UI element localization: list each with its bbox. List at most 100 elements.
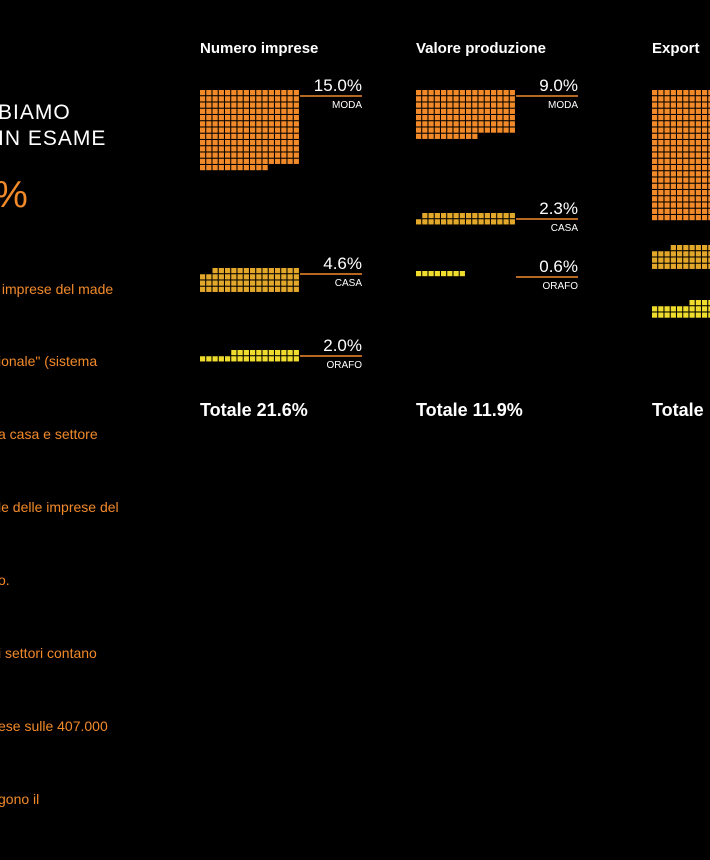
waffle-cell [218, 146, 224, 152]
waffle-cell [670, 215, 676, 221]
waffle-cell [206, 108, 212, 114]
waffle-cell [459, 90, 465, 96]
waffle-cell [231, 350, 237, 356]
waffle-cell [281, 286, 287, 292]
waffle-cell [243, 350, 249, 356]
waffle-cell [293, 140, 299, 146]
waffle-cell [695, 152, 701, 158]
waffle-cell [664, 102, 670, 108]
waffle-cell [293, 158, 299, 164]
waffle-cell [268, 127, 274, 133]
waffle-block-casa [200, 268, 299, 292]
waffle-cell [670, 146, 676, 152]
export-orafo-cells [652, 300, 710, 318]
waffle-cell [658, 306, 664, 312]
waffle-cell [281, 121, 287, 127]
waffle-cell [434, 121, 440, 127]
series-label: CASA [551, 223, 579, 234]
waffle-cell [503, 102, 509, 108]
waffle-cell [695, 171, 701, 177]
waffle-cell [689, 312, 695, 318]
waffle-cell [225, 274, 231, 280]
waffle-cell [281, 356, 287, 362]
waffle-cell [652, 208, 658, 214]
waffle-cell [218, 90, 224, 96]
intro-big-value: % [0, 174, 28, 217]
waffle-cell [484, 127, 490, 133]
waffle-cell [225, 165, 231, 171]
waffle-cell [677, 146, 683, 152]
waffle-chart: 15.0% MODA 4.6% CASA 2.0% ORAFO [200, 76, 362, 371]
waffle-cell [422, 121, 428, 127]
waffle-cell [206, 96, 212, 102]
waffle-cell [268, 158, 274, 164]
waffle-cell [243, 286, 249, 292]
waffle-cell [652, 146, 658, 152]
waffle-cell [256, 286, 262, 292]
waffle-cell [416, 121, 422, 127]
waffle-cell [683, 215, 689, 221]
waffle-cell [434, 271, 440, 277]
waffle-cell [677, 196, 683, 202]
waffle-cell [658, 257, 664, 263]
waffle-cell [658, 115, 664, 121]
waffle-cell [670, 115, 676, 121]
waffle-cell [434, 102, 440, 108]
waffle-cell [503, 219, 509, 225]
waffle-cell [287, 96, 293, 102]
waffle-cell [206, 158, 212, 164]
waffle-cell [218, 96, 224, 102]
waffle-cell [212, 108, 218, 114]
waffle-cell [225, 115, 231, 121]
waffle-cell [695, 257, 701, 263]
waffle-cell [256, 121, 262, 127]
waffle-cell [491, 213, 497, 219]
waffle-cell [689, 108, 695, 114]
waffle-cell [689, 251, 695, 257]
waffle-cell [287, 158, 293, 164]
waffle-cell [689, 133, 695, 139]
waffle-cell [677, 215, 683, 221]
intro-heading-line: BIAMO [0, 101, 71, 124]
waffle-cell [212, 133, 218, 139]
waffle-cell [206, 165, 212, 171]
waffle-cell [695, 263, 701, 269]
panel-total: Totale [652, 400, 704, 420]
waffle-cell [237, 280, 243, 286]
waffle-cell [275, 152, 281, 158]
waffle-cell [497, 121, 503, 127]
waffle-cell [664, 121, 670, 127]
waffle-cell [658, 215, 664, 221]
waffle-cell [689, 300, 695, 306]
waffle-cell [497, 127, 503, 133]
waffle-cell [702, 215, 708, 221]
panel-valore-produzione: Valore produzione 9.0% MODA 2.3% CASA 0.6% OR… [416, 0, 591, 430]
waffle-cell [708, 133, 710, 139]
waffle-cell [416, 102, 422, 108]
waffle-cell [262, 152, 268, 158]
waffle-cell [683, 251, 689, 257]
waffle-cell [200, 286, 206, 292]
waffle-cell [287, 152, 293, 158]
waffle-cell [231, 356, 237, 362]
waffle-cell [243, 146, 249, 152]
waffle-cell [472, 127, 478, 133]
waffle-cell [250, 127, 256, 133]
waffle-cell [683, 165, 689, 171]
waffle-cell [256, 102, 262, 108]
waffle-cell [237, 274, 243, 280]
waffle-cell [689, 306, 695, 312]
waffle-cell [256, 127, 262, 133]
waffle-cell [509, 90, 515, 96]
waffle-cell [275, 158, 281, 164]
waffle-cell [689, 90, 695, 96]
waffle-cell [664, 306, 670, 312]
waffle-cell [677, 257, 683, 263]
waffle-cell [664, 202, 670, 208]
waffle-cell [293, 133, 299, 139]
waffle-cell [708, 158, 710, 164]
waffle-cell [702, 208, 708, 214]
waffle-cell [218, 102, 224, 108]
waffle-cell [670, 90, 676, 96]
waffle-cell [275, 286, 281, 292]
